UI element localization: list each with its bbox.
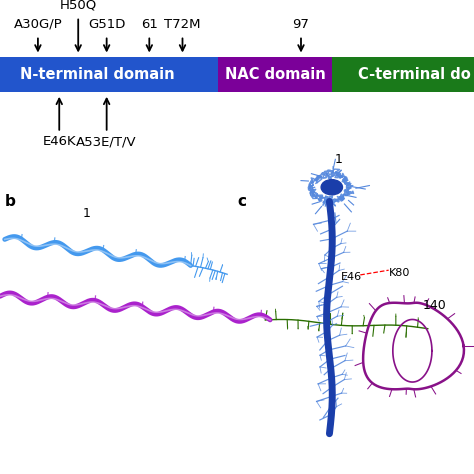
Text: 1: 1 xyxy=(335,153,343,166)
Text: c: c xyxy=(237,194,246,210)
Text: E46K: E46K xyxy=(43,135,76,148)
Text: A53E/T/V: A53E/T/V xyxy=(76,135,137,148)
Text: K80: K80 xyxy=(389,267,410,278)
Text: 1: 1 xyxy=(83,208,91,220)
Text: b: b xyxy=(5,194,16,210)
Text: A30G/P: A30G/P xyxy=(14,18,62,31)
Text: T72M: T72M xyxy=(164,18,201,31)
Text: N-terminal domain: N-terminal domain xyxy=(20,67,174,82)
Text: C-terminal do: C-terminal do xyxy=(358,67,471,82)
Text: H50Q: H50Q xyxy=(60,0,97,12)
Text: NAC domain: NAC domain xyxy=(225,67,325,82)
Text: E46: E46 xyxy=(341,272,363,283)
Bar xyxy=(332,57,474,92)
Ellipse shape xyxy=(321,180,342,195)
Text: G51D: G51D xyxy=(88,18,125,31)
Text: 97: 97 xyxy=(292,18,310,31)
Bar xyxy=(0,57,218,92)
Text: 140: 140 xyxy=(423,299,447,312)
Bar xyxy=(218,57,332,92)
Text: 61: 61 xyxy=(141,18,158,31)
